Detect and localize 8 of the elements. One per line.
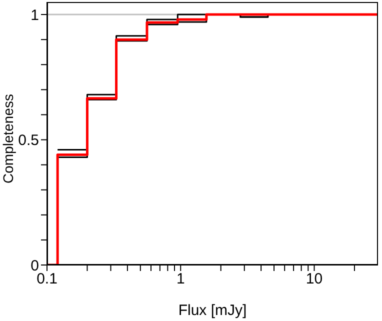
y-tick-label: 0 <box>30 257 39 274</box>
y-tick-label: 1 <box>30 6 39 24</box>
x-axis-title: Flux [mJy] <box>178 302 247 319</box>
x-tick-label: 10 <box>306 270 323 288</box>
x-tick-label: 1 <box>176 270 185 288</box>
y-tick-label: 0.5 <box>18 132 39 150</box>
y-axis-title: Completeness <box>0 94 16 184</box>
x-tick-label: 0.1 <box>36 270 58 288</box>
